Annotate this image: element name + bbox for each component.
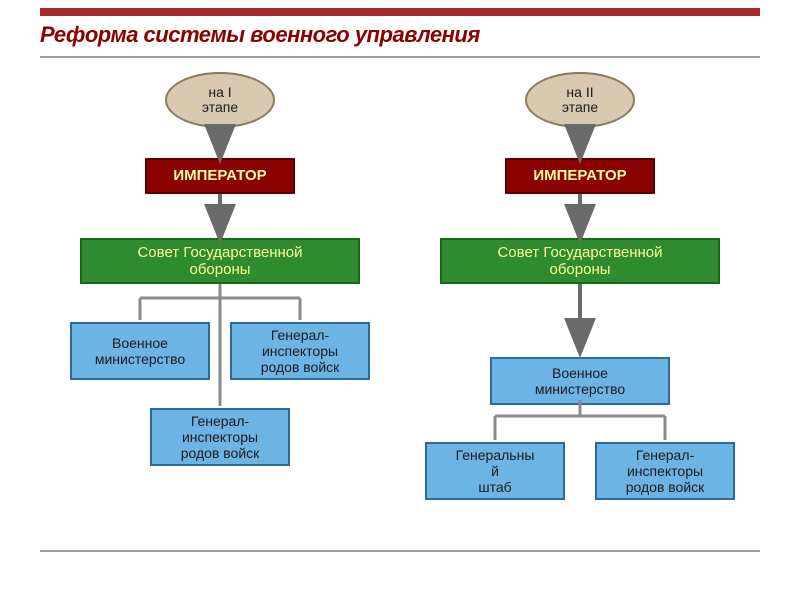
left-stage-ellipse: на Iэтапе — [165, 72, 275, 128]
right-council-label: Совет Государственнойобороны — [497, 244, 662, 279]
connector-lines — [0, 0, 800, 600]
left-box-b-label: Генерал-инспекторыродов войск — [261, 327, 340, 375]
left-inspectors-box-1: Генерал-инспекторыродов войск — [230, 322, 370, 380]
right-box-c-label: Генерал-инспекторыродов войск — [626, 447, 705, 495]
left-council-box: Совет Государственнойобороны — [80, 238, 360, 284]
right-box-b-label: Генеральныйштаб — [456, 447, 535, 495]
left-inspectors-box-2: Генерал-инспекторыродов войск — [150, 408, 290, 466]
left-stage-label: на Iэтапе — [202, 85, 238, 116]
left-military-ministry-box: Военноеминистерство — [70, 322, 210, 380]
title-top-bar — [40, 8, 760, 16]
right-emperor-label: ИМПЕРАТОР — [533, 167, 626, 184]
right-general-staff-box: Генеральныйштаб — [425, 442, 565, 500]
right-council-box: Совет Государственнойобороны — [440, 238, 720, 284]
right-inspectors-box: Генерал-инспекторыродов войск — [595, 442, 735, 500]
title-underline — [40, 56, 760, 58]
right-military-ministry-box: Военноеминистерство — [490, 357, 670, 405]
left-emperor-box: ИМПЕРАТОР — [145, 158, 295, 194]
left-box-a-label: Военноеминистерство — [95, 335, 185, 367]
right-emperor-box: ИМПЕРАТОР — [505, 158, 655, 194]
left-emperor-label: ИМПЕРАТОР — [173, 167, 266, 184]
bottom-divider — [40, 550, 760, 552]
left-box-c-label: Генерал-инспекторыродов войск — [181, 413, 260, 461]
right-stage-label: на IIэтапе — [562, 85, 598, 116]
right-stage-ellipse: на IIэтапе — [525, 72, 635, 128]
page-title: Реформа системы военного управления — [40, 22, 480, 48]
right-box-a-label: Военноеминистерство — [535, 365, 625, 397]
left-council-label: Совет Государственнойобороны — [137, 244, 302, 279]
